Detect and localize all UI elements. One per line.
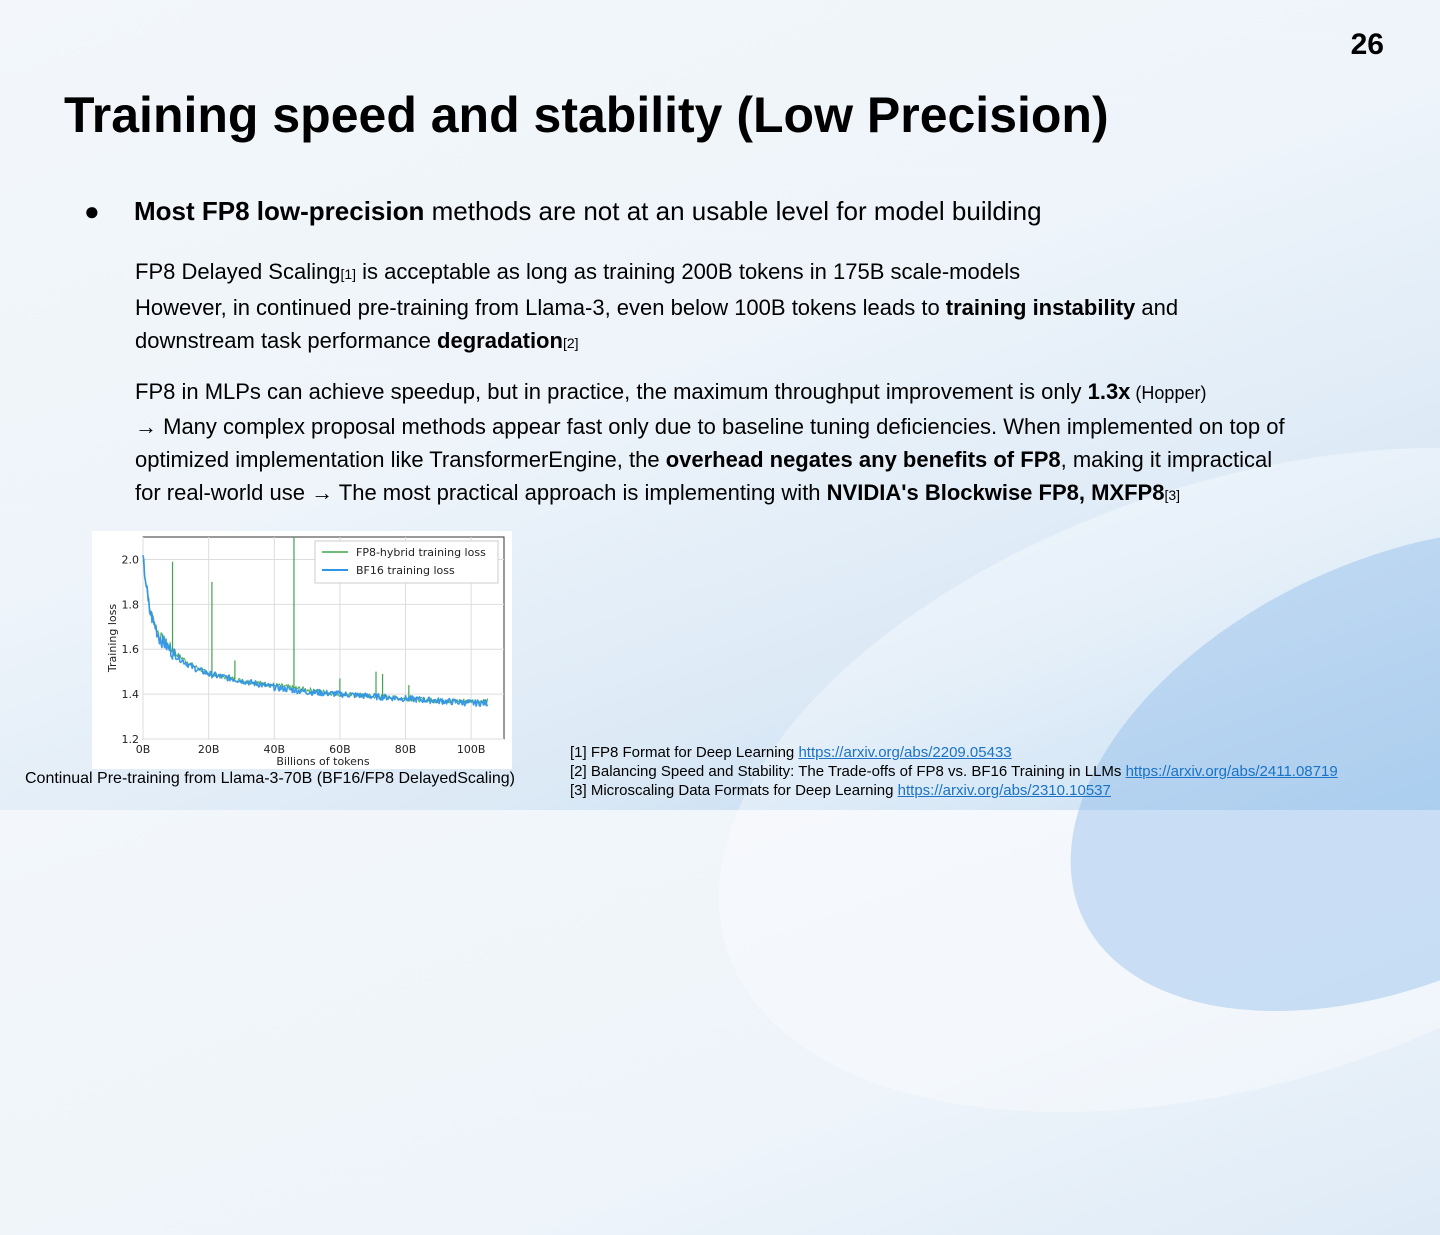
legend-label-fp8: FP8-hybrid training loss <box>356 546 486 559</box>
y-axis-label: Training loss <box>106 604 119 673</box>
bullet-point: ● Most FP8 low-precision methods are not … <box>84 196 1042 227</box>
y-tick-label: 2.0 <box>122 553 140 566</box>
para2-line4-bold: NVIDIA's Blockwise FP8, MXFP8 <box>826 480 1165 505</box>
para2-line3-text: optimized implementation like Transforme… <box>135 447 666 472</box>
para2-line4-text: for real-world use → The most practical … <box>135 480 827 505</box>
x-tick-label: 20B <box>198 743 220 756</box>
para1-line1-rest: is acceptable as long as training 200B t… <box>356 259 1021 284</box>
para1-line3: downstream task performance degradation[… <box>135 324 1178 360</box>
para2-line3: optimized implementation like Transforme… <box>135 443 1285 476</box>
x-tick-label: 60B <box>329 743 351 756</box>
bullet-text: methods are not at an usable level for m… <box>424 196 1042 226</box>
series-bf16-line <box>142 555 489 707</box>
training-loss-chart: 0B 20B 40B 60B 80B 100B 1.2 1.4 1.6 1.8 2.0 Billi… <box>106 536 505 768</box>
para2-line1-small: (Hopper) <box>1130 383 1207 403</box>
reference-3-link[interactable]: https://arxiv.org/abs/2310.10537 <box>897 782 1111 799</box>
legend-label-bf16: BF16 training loss <box>356 564 455 577</box>
x-tick-label: 80B <box>395 743 417 756</box>
x-axis-label: Billions of tokens <box>276 755 370 768</box>
citation-1: [1] <box>340 266 357 282</box>
reference-1-text: [1] FP8 Format for Deep Learning <box>570 744 799 761</box>
reference-3-text: [3] Microscaling Data Formats for Deep L… <box>570 782 898 799</box>
para1-line3-text: downstream task performance <box>135 328 438 353</box>
y-tick-label: 1.2 <box>122 733 140 746</box>
legend-box <box>314 540 499 584</box>
para2-line1-bold: 1.3x <box>1087 379 1131 404</box>
bullet-dot-icon: ● <box>84 196 100 226</box>
reference-2-text: [2] Balancing Speed and Stability: The T… <box>570 763 1126 780</box>
citation-2: [2] <box>562 335 579 351</box>
y-tick-label: 1.8 <box>122 598 140 611</box>
reference-2-link[interactable]: https://arxiv.org/abs/2411.08719 <box>1125 763 1338 780</box>
x-tick-label: 40B <box>263 743 285 756</box>
y-tick-label: 1.4 <box>122 688 140 701</box>
reference-3: [3] Microscaling Data Formats for Deep L… <box>570 781 1338 800</box>
para1-line3-bold: degradation <box>437 328 563 353</box>
figure-caption: Continual Pre-training from Llama-3-70B … <box>25 770 515 787</box>
x-tick-label: 0B <box>136 743 151 756</box>
para2-line3-bold: overhead negates any benefits of FP8 <box>665 447 1061 472</box>
paragraph-delayed-scaling: FP8 Delayed Scaling[1] is acceptable as … <box>135 255 1178 360</box>
para1-line2-rest: and <box>1135 295 1179 320</box>
reference-2: [2] Balancing Speed and Stability: The T… <box>570 762 1338 781</box>
reference-1: [1] FP8 Format for Deep Learning https:/… <box>570 743 1338 762</box>
para1-line2-bold: training instability <box>945 295 1136 320</box>
paragraph-speedup: FP8 in MLPs can achieve speedup, but in … <box>135 375 1285 512</box>
para2-line3-rest: , making it impractical <box>1060 447 1273 472</box>
references: [1] FP8 Format for Deep Learning https:/… <box>570 743 1338 800</box>
slide-title: Training speed and stability (Low Precis… <box>64 87 1109 143</box>
chart-legend: FP8-hybrid training loss BF16 training l… <box>314 540 499 584</box>
para2-line2: → Many complex proposal methods appear f… <box>135 414 1285 439</box>
para2-line1-text: FP8 in MLPs can achieve speedup, but in … <box>135 379 1088 404</box>
slide-number: 26 <box>1350 28 1384 61</box>
y-tick-label: 1.6 <box>122 643 140 656</box>
para2-line4: for real-world use → The most practical … <box>135 476 1285 512</box>
bullet-bold-text: Most FP8 low-precision <box>134 196 425 226</box>
para1-line1-text: FP8 Delayed Scaling <box>135 259 341 284</box>
citation-3: [3] <box>1164 487 1181 503</box>
reference-1-link[interactable]: https://arxiv.org/abs/2209.05433 <box>798 744 1012 761</box>
para1-line2: However, in continued pre-training from … <box>135 291 1178 324</box>
para2-line1: FP8 in MLPs can achieve speedup, but in … <box>135 375 1285 410</box>
para1-line1: FP8 Delayed Scaling[1] is acceptable as … <box>135 255 1178 291</box>
training-loss-figure: 0B 20B 40B 60B 80B 100B 1.2 1.4 1.6 1.8 2.0 Billi… <box>92 531 512 769</box>
para1-line2-text: However, in continued pre-training from … <box>135 295 946 320</box>
x-tick-label: 100B <box>457 743 486 756</box>
